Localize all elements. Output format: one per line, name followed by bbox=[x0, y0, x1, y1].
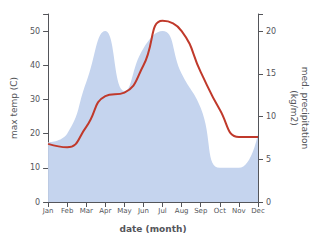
svg-text:40: 40 bbox=[30, 61, 40, 70]
svg-text:0: 0 bbox=[266, 198, 271, 207]
svg-text:Nov: Nov bbox=[232, 207, 246, 215]
svg-text:Jul: Jul bbox=[157, 207, 167, 215]
svg-text:Dec: Dec bbox=[251, 207, 265, 215]
svg-text:Mar: Mar bbox=[80, 207, 93, 215]
svg-text:Aug: Aug bbox=[175, 207, 189, 215]
svg-text:50: 50 bbox=[30, 27, 40, 36]
svg-text:Apr: Apr bbox=[99, 207, 111, 215]
svg-text:max temp (C): max temp (C) bbox=[9, 77, 19, 139]
svg-text:Jun: Jun bbox=[137, 207, 149, 215]
svg-text:20: 20 bbox=[30, 129, 40, 138]
svg-text:5: 5 bbox=[266, 155, 271, 164]
svg-text:Oct: Oct bbox=[214, 207, 226, 215]
svg-text:med. precipitation: med. precipitation bbox=[300, 67, 310, 149]
svg-text:15: 15 bbox=[266, 69, 276, 78]
svg-text:(kg/m2): (kg/m2) bbox=[289, 90, 299, 125]
svg-text:10: 10 bbox=[30, 163, 40, 172]
svg-text:Feb: Feb bbox=[61, 207, 74, 215]
svg-text:date (month): date (month) bbox=[120, 224, 187, 234]
svg-text:20: 20 bbox=[266, 27, 276, 36]
svg-text:30: 30 bbox=[30, 95, 40, 104]
svg-text:Jan: Jan bbox=[42, 207, 54, 215]
svg-text:0: 0 bbox=[35, 198, 40, 207]
svg-text:Sep: Sep bbox=[194, 207, 208, 215]
svg-text:May: May bbox=[117, 207, 131, 215]
svg-text:10: 10 bbox=[266, 112, 276, 121]
